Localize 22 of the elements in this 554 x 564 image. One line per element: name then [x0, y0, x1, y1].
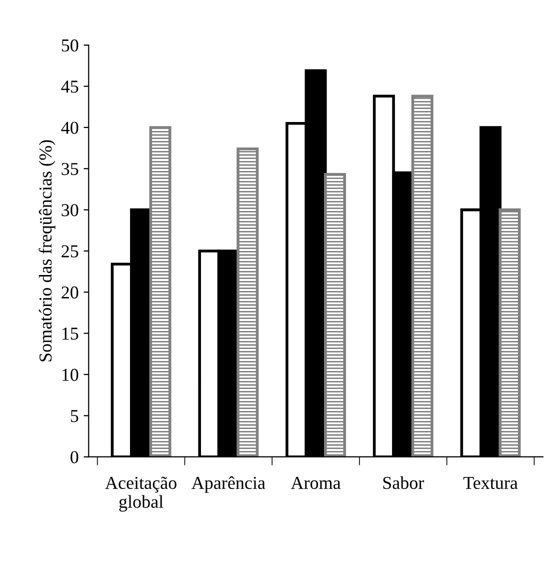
- bar: [149, 126, 172, 457]
- y-tick-label: 0: [70, 451, 78, 464]
- y-tick-label: 25: [62, 245, 78, 258]
- y-tick-label: 50: [62, 39, 78, 52]
- bar: [498, 208, 521, 457]
- y-tick-label: 15: [62, 328, 78, 340]
- y-tick-label: 10: [62, 368, 78, 381]
- y-tick-label: 45: [61, 80, 78, 93]
- y-tick-label: 35: [62, 162, 78, 176]
- y-tick-label: 5: [70, 410, 78, 422]
- y-axis-title: Somatório das freqüências (%): [38, 140, 56, 362]
- y-tick-label: 30: [62, 204, 78, 216]
- y-tick-label: 40: [61, 122, 78, 134]
- x-tick-label: Aroma: [290, 476, 341, 489]
- bar: [324, 173, 346, 457]
- x-tick-label: Textura: [463, 476, 518, 489]
- bar: [411, 94, 434, 457]
- y-tick-label: 20: [62, 286, 78, 299]
- x-tick-label: Sabor: [383, 476, 424, 489]
- x-tick-label: Aceitação global: [105, 476, 176, 512]
- bar: [236, 147, 259, 457]
- x-tick-label: Aparência: [192, 476, 266, 493]
